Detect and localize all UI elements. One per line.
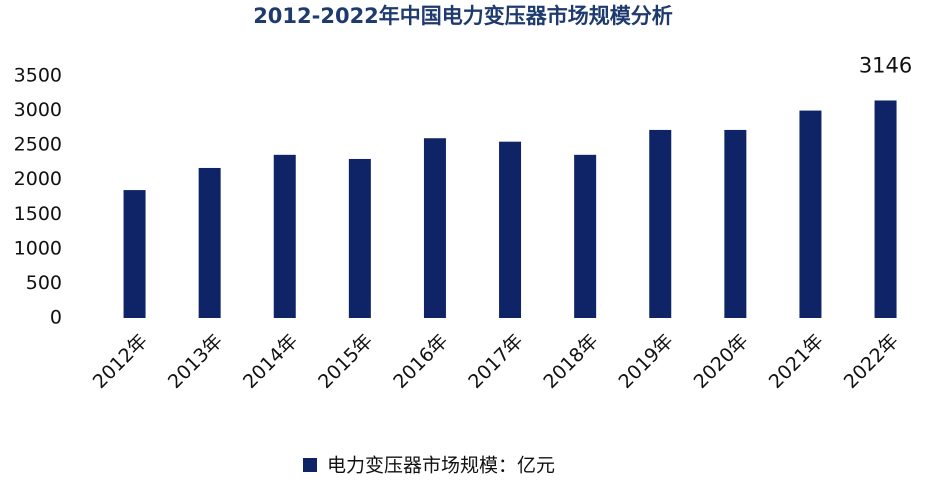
x-tick-label: 2022年 xyxy=(840,330,903,393)
y-tick-label: 1500 xyxy=(14,203,62,225)
x-tick-label: 2013年 xyxy=(164,330,227,393)
bar xyxy=(273,154,296,318)
bar xyxy=(348,158,371,318)
bar xyxy=(123,190,146,318)
data-label: 3146 xyxy=(859,53,912,77)
x-tick-label: 2021年 xyxy=(765,330,828,393)
bar xyxy=(499,141,522,318)
bar xyxy=(724,129,747,318)
bar xyxy=(423,138,446,318)
y-tick-label: 2500 xyxy=(14,134,62,156)
x-tick-label: 2018年 xyxy=(539,330,602,393)
legend-label: 电力变压器市场规模：亿元 xyxy=(327,455,555,477)
bar xyxy=(649,129,672,318)
bar xyxy=(799,110,822,318)
x-tick-label: 2020年 xyxy=(690,330,753,393)
legend-swatch xyxy=(303,458,317,472)
x-tick-label: 2019年 xyxy=(614,330,677,393)
y-tick-label: 2000 xyxy=(14,168,62,190)
y-tick-label: 0 xyxy=(50,307,62,329)
x-tick-label: 2012年 xyxy=(89,330,152,393)
x-tick-label: 2014年 xyxy=(239,330,302,393)
bar xyxy=(874,100,897,319)
y-tick-label: 500 xyxy=(26,272,62,294)
y-tick-label: 1000 xyxy=(14,237,62,259)
bar xyxy=(198,167,221,318)
chart-title: 2012-2022年中国电力变压器市场规模分析 xyxy=(253,4,673,28)
y-tick-label: 3000 xyxy=(14,99,62,121)
x-tick-label: 2017年 xyxy=(464,330,527,393)
y-tick-label: 3500 xyxy=(14,65,62,87)
x-tick-label: 2016年 xyxy=(389,330,452,393)
bar xyxy=(574,154,597,318)
x-tick-label: 2015年 xyxy=(314,330,377,393)
